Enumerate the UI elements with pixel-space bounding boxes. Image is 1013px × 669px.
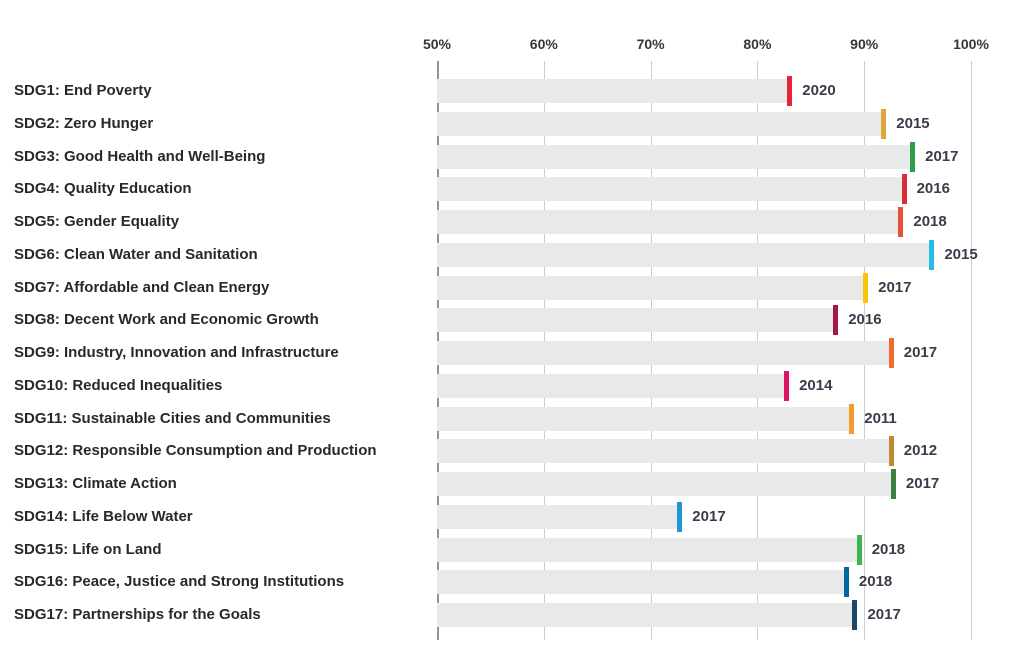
value-marker xyxy=(784,370,790,401)
goal-label: SDG4: Quality Education xyxy=(14,180,192,198)
goal-label: SDG7: Affordable and Clean Energy xyxy=(14,278,270,296)
year-label: 2017 xyxy=(692,507,726,525)
value-marker xyxy=(843,567,849,598)
goal-label: SDG15: Life on Land xyxy=(14,540,162,558)
bar-row: SDG3: Good Health and Well-Being 2017 xyxy=(0,141,1013,172)
value-marker xyxy=(881,108,887,139)
year-label: 2018 xyxy=(858,573,893,591)
progress-bar xyxy=(437,308,834,333)
year-label: 2015 xyxy=(896,114,930,132)
progress-bar xyxy=(437,603,853,627)
value-marker xyxy=(898,207,904,237)
axis-tick-label: 80% xyxy=(743,36,772,52)
progress-bar xyxy=(437,275,864,300)
year-label: 2012 xyxy=(903,442,938,460)
axis-tick-label: 70% xyxy=(636,36,665,52)
year-label: 2014 xyxy=(799,376,833,394)
year-label: 2015 xyxy=(944,245,978,263)
goal-label: SDG17: Partnerships for the Goals xyxy=(14,606,261,623)
axis-tick-label: 60% xyxy=(529,36,558,52)
bar-row: SDG7: Affordable and Clean Energy 2017 xyxy=(0,272,1013,303)
goal-label: SDG1: End Poverty xyxy=(14,82,152,99)
value-marker xyxy=(856,534,862,565)
year-label: 2018 xyxy=(871,540,906,558)
bar-row: SDG14: Life Below Water 2017 xyxy=(0,501,1013,532)
goal-label: SDG9: Industry, Innovation and Infrastru… xyxy=(14,344,339,361)
bar-row: SDG9: Industry, Innovation and Infrastru… xyxy=(0,338,1013,368)
value-marker xyxy=(910,141,916,172)
bar-row: SDG16: Peace, Justice and Strong Institu… xyxy=(0,567,1013,598)
bar-row: SDG4: Quality Education 2016 xyxy=(0,174,1013,205)
progress-bar xyxy=(437,439,889,464)
value-marker xyxy=(890,469,896,499)
goal-label: SDG10: Reduced Inequalities xyxy=(14,376,223,394)
bar-row: SDG15: Life on Land 2018 xyxy=(0,534,1013,565)
value-marker xyxy=(787,76,793,106)
bar-row: SDG13: Climate Action 2017 xyxy=(0,469,1013,499)
bar-row: SDG5: Gender Equality 2018 xyxy=(0,207,1013,237)
axis-tick-label: 100% xyxy=(953,36,989,52)
axis-tick-label: 90% xyxy=(850,36,879,52)
year-label: 2017 xyxy=(905,475,940,492)
goal-label: SDG11: Sustainable Cities and Communitie… xyxy=(14,409,331,427)
value-marker xyxy=(863,272,869,303)
goal-label: SDG8: Decent Work and Economic Growth xyxy=(14,311,319,329)
progress-bar xyxy=(437,177,902,202)
progress-bar xyxy=(437,537,857,562)
goal-label: SDG2: Zero Hunger xyxy=(14,114,154,132)
value-marker xyxy=(849,403,855,434)
bar-row: SDG10: Reduced Inequalities 2014 xyxy=(0,370,1013,401)
goal-label: SDG13: Climate Action xyxy=(14,475,177,492)
bar-row: SDG17: Partnerships for the Goals 2017 xyxy=(0,600,1013,630)
bar-row: SDG6: Clean Water and Sanitation 2015 xyxy=(0,239,1013,270)
goal-label: SDG5: Gender Equality xyxy=(14,213,180,230)
value-marker xyxy=(677,501,683,532)
goal-label: SDG12: Responsible Consumption and Produ… xyxy=(14,442,377,460)
goal-label: SDG16: Peace, Justice and Strong Institu… xyxy=(14,573,345,591)
progress-bar xyxy=(437,406,850,431)
year-label: 2020 xyxy=(802,82,836,99)
progress-bar xyxy=(437,504,678,529)
year-label: 2017 xyxy=(925,147,959,165)
gridline xyxy=(971,61,972,640)
progress-bar xyxy=(437,242,930,267)
progress-bar xyxy=(437,144,911,169)
bar-row: SDG2: Zero Hunger 2015 xyxy=(0,108,1013,139)
value-marker xyxy=(901,174,907,205)
goal-label: SDG3: Good Health and Well-Being xyxy=(14,147,266,165)
bar-row: SDG1: End Poverty 2020 xyxy=(0,76,1013,106)
bar-row: SDG11: Sustainable Cities and Communitie… xyxy=(0,403,1013,434)
value-marker xyxy=(833,305,839,336)
year-label: 2017 xyxy=(903,344,938,361)
progress-bar xyxy=(437,111,882,136)
year-label: 2017 xyxy=(878,278,912,296)
year-label: 2017 xyxy=(867,606,901,623)
progress-bar xyxy=(437,79,788,103)
progress-bar xyxy=(437,373,785,398)
progress-bar xyxy=(437,341,889,365)
year-label: 2016 xyxy=(848,311,882,329)
goal-label: SDG14: Life Below Water xyxy=(14,507,193,525)
value-marker xyxy=(888,436,894,467)
value-marker xyxy=(852,600,858,630)
year-label: 2016 xyxy=(916,180,950,198)
year-label: 2018 xyxy=(913,213,947,230)
progress-bar xyxy=(437,472,891,496)
value-marker xyxy=(888,338,894,368)
goal-label: SDG6: Clean Water and Sanitation xyxy=(14,245,258,263)
bar-row: SDG8: Decent Work and Economic Growth 201… xyxy=(0,305,1013,336)
axis-tick-label: 50% xyxy=(422,36,452,52)
year-label: 2011 xyxy=(864,409,897,427)
progress-bar xyxy=(437,210,899,234)
value-marker xyxy=(929,239,935,270)
bar-row: SDG12: Responsible Consumption and Produ… xyxy=(0,436,1013,467)
progress-bar xyxy=(437,570,844,595)
